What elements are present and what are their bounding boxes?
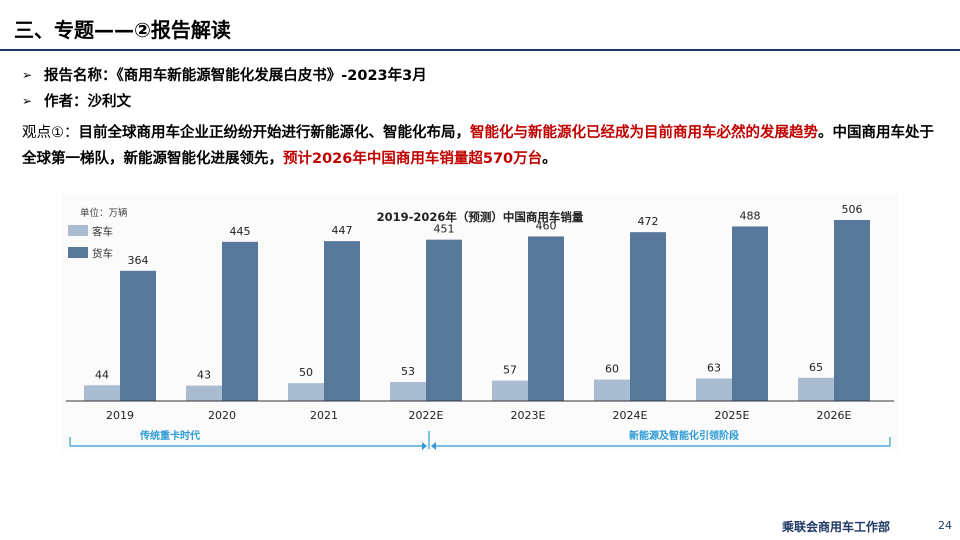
period-arrow-right-icon bbox=[431, 442, 436, 450]
truck-value-label-2024E: 472 bbox=[638, 215, 659, 228]
truck-value-label-2021: 447 bbox=[332, 224, 353, 237]
bus-bar-2021 bbox=[288, 383, 324, 401]
x-tick-label-2021: 2021 bbox=[310, 409, 338, 422]
period-arrow-left-icon bbox=[422, 442, 427, 450]
sales-chart: 2019-2026年（预测）中国商用车销量 单位：万辆客车货车 44 364 2019 4… bbox=[62, 195, 898, 452]
viewpoint-paragraph: 观点①：目前全球商用车企业正纷纷开始进行新能源化、智能化布局，智能化与新能源化已… bbox=[22, 120, 942, 172]
bus-bar-2025E bbox=[696, 378, 732, 401]
legend-swatch-bus bbox=[68, 225, 88, 236]
x-tick-label-2025E: 2025E bbox=[715, 409, 750, 422]
period-label-new-energy: 新能源及智能化引领阶段 bbox=[629, 429, 739, 442]
chart-title: 2019-2026年（预测）中国商用车销量 bbox=[377, 210, 584, 224]
x-tick-label-2024E: 2024E bbox=[613, 409, 648, 422]
bus-value-label-2025E: 63 bbox=[707, 361, 721, 374]
viewpoint-text-1: 目前全球商用车企业正纷纷开始进行新能源化、智能化布局， bbox=[78, 125, 471, 141]
period-label-traditional: 传统重卡时代 bbox=[139, 429, 200, 442]
truck-value-label-2019: 364 bbox=[128, 254, 149, 267]
unit-label: 单位：万辆 bbox=[80, 207, 128, 219]
footer-org: 乘联会商用车工作部 bbox=[782, 520, 891, 534]
truck-bar-2023E bbox=[528, 236, 564, 401]
truck-value-label-2020: 445 bbox=[230, 225, 251, 238]
legend-label-bus: 客车 bbox=[92, 225, 113, 238]
truck-bar-2022E bbox=[426, 239, 462, 401]
truck-bar-2021 bbox=[324, 241, 360, 401]
arrow-bullet-icon: ➢ bbox=[22, 67, 33, 82]
bullet-report-name: ➢ 报告名称：《商用车新能源智能化发展白皮书》-2023年3月 bbox=[22, 64, 427, 85]
truck-value-label-2023E: 460 bbox=[536, 219, 557, 232]
x-tick-label-2020: 2020 bbox=[208, 409, 236, 422]
title-rule bbox=[0, 49, 960, 51]
arrow-bullet-icon: ➢ bbox=[22, 93, 33, 108]
bullet-text: 作者：沙利文 bbox=[44, 94, 131, 110]
truck-bar-2020 bbox=[222, 241, 258, 401]
bus-value-label-2022E: 53 bbox=[401, 365, 415, 378]
bus-value-label-2021: 50 bbox=[299, 366, 313, 379]
viewpoint-highlight-2: 预计2026年中国商用车销量超570万台 bbox=[283, 151, 543, 167]
bus-bar-2019 bbox=[84, 385, 120, 401]
page-number: 24 bbox=[938, 519, 952, 532]
x-tick-label-2022E: 2022E bbox=[409, 409, 444, 422]
bus-bar-2022E bbox=[390, 382, 426, 401]
x-tick-label-2019: 2019 bbox=[106, 409, 134, 422]
legend-swatch-truck bbox=[68, 247, 88, 258]
viewpoint-text-2: 。中国商用车处于全球第一梯队，新能源智能化进展领先， bbox=[22, 125, 934, 167]
bus-bar-2024E bbox=[594, 379, 630, 401]
viewpoint-highlight-1: 智能化与新能源化已经成为目前商用车必然的发展趋势 bbox=[470, 125, 818, 141]
truck-value-label-2025E: 488 bbox=[740, 209, 761, 222]
bus-bar-2023E bbox=[492, 380, 528, 401]
viewpoint-text-3: 。 bbox=[542, 151, 557, 167]
bus-bar-2026E bbox=[798, 377, 834, 401]
bus-value-label-2020: 43 bbox=[197, 369, 211, 382]
x-tick-label-2023E: 2023E bbox=[511, 409, 546, 422]
x-tick-label-2026E: 2026E bbox=[817, 409, 852, 422]
truck-value-label-2022E: 451 bbox=[434, 223, 455, 236]
truck-bar-2024E bbox=[630, 232, 666, 401]
bus-value-label-2023E: 57 bbox=[503, 364, 517, 377]
slide-title: 三、专题——②报告解读 bbox=[14, 18, 231, 42]
truck-bar-2026E bbox=[834, 220, 870, 401]
bullet-author: ➢ 作者：沙利文 bbox=[22, 90, 131, 111]
viewpoint-prefix: 观点①： bbox=[22, 125, 79, 141]
truck-bar-2019 bbox=[120, 270, 156, 401]
truck-bar-2025E bbox=[732, 226, 768, 401]
bus-value-label-2024E: 60 bbox=[605, 363, 619, 376]
legend-label-truck: 货车 bbox=[92, 247, 113, 260]
bullet-text: 报告名称：《商用车新能源智能化发展白皮书》-2023年3月 bbox=[44, 68, 427, 84]
truck-value-label-2026E: 506 bbox=[842, 203, 863, 216]
bus-value-label-2019: 44 bbox=[95, 368, 109, 381]
bus-bar-2020 bbox=[186, 385, 222, 401]
bus-value-label-2026E: 65 bbox=[809, 361, 823, 374]
